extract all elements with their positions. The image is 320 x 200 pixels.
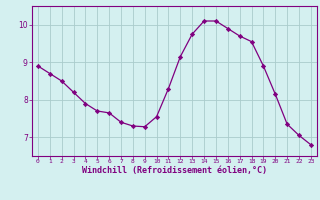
- X-axis label: Windchill (Refroidissement éolien,°C): Windchill (Refroidissement éolien,°C): [82, 166, 267, 175]
